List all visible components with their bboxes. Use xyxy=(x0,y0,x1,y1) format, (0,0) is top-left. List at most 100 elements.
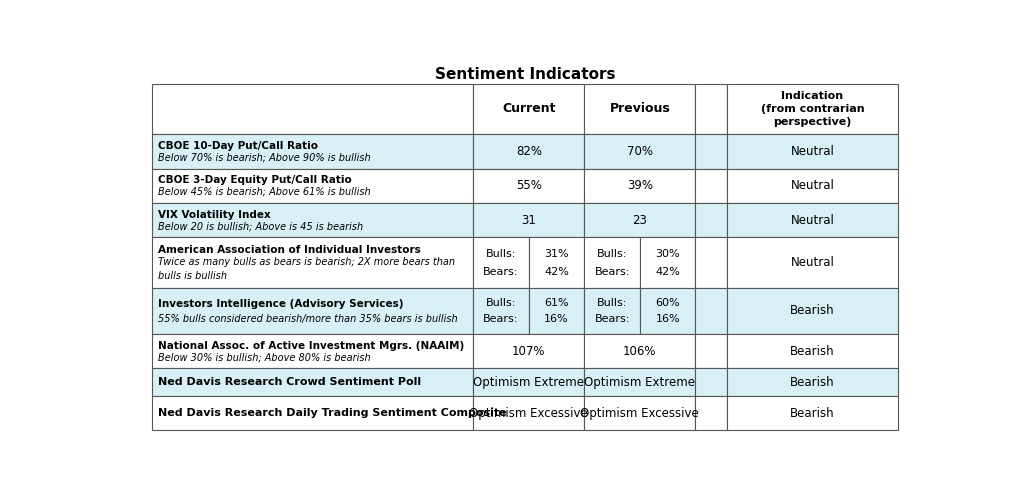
Bar xyxy=(695,169,727,203)
Bar xyxy=(152,238,473,288)
Text: 70%: 70% xyxy=(627,145,653,158)
Text: 16%: 16% xyxy=(544,314,569,324)
Text: Twice as many bulls as bears is bearish; 2X more bears than: Twice as many bulls as bears is bearish;… xyxy=(158,257,455,267)
Bar xyxy=(585,238,640,288)
Bar xyxy=(695,288,727,334)
Text: 107%: 107% xyxy=(512,344,546,358)
Text: Below 45% is bearish; Above 61% is bullish: Below 45% is bearish; Above 61% is bulli… xyxy=(158,187,371,197)
Text: CBOE 10-Day Put/Call Ratio: CBOE 10-Day Put/Call Ratio xyxy=(158,141,318,151)
Text: Below 70% is bearish; Above 90% is bullish: Below 70% is bearish; Above 90% is bulli… xyxy=(158,153,371,162)
Bar xyxy=(473,84,585,134)
Text: 55% bulls considered bearish/more than 35% bears is bullish: 55% bulls considered bearish/more than 3… xyxy=(158,314,458,324)
Bar xyxy=(473,238,528,288)
Bar xyxy=(473,288,528,334)
Bar xyxy=(727,84,898,134)
Bar xyxy=(695,238,727,288)
Text: 42%: 42% xyxy=(544,267,569,277)
Bar xyxy=(727,169,898,203)
Bar xyxy=(727,203,898,238)
Text: CBOE 3-Day Equity Put/Call Ratio: CBOE 3-Day Equity Put/Call Ratio xyxy=(158,175,352,185)
Text: 60%: 60% xyxy=(655,298,680,308)
Text: 39%: 39% xyxy=(627,179,653,192)
Bar xyxy=(585,396,695,430)
Text: Neutral: Neutral xyxy=(791,256,835,269)
Text: Bulls:: Bulls: xyxy=(597,298,628,308)
Text: Bulls:: Bulls: xyxy=(597,248,628,259)
Bar xyxy=(695,84,727,134)
Text: Neutral: Neutral xyxy=(791,145,835,158)
Text: Neutral: Neutral xyxy=(791,214,835,227)
Text: 31%: 31% xyxy=(544,248,569,259)
Text: Optimism Excessive: Optimism Excessive xyxy=(581,406,699,420)
Bar xyxy=(695,203,727,238)
Text: Ned Davis Research Daily Trading Sentiment Composite: Ned Davis Research Daily Trading Sentime… xyxy=(158,408,507,418)
Text: Bearish: Bearish xyxy=(791,344,835,358)
Text: Optimism Extreme: Optimism Extreme xyxy=(473,375,585,389)
Text: VIX Volatility Index: VIX Volatility Index xyxy=(158,210,271,220)
Bar xyxy=(152,369,473,396)
Bar xyxy=(695,134,727,169)
Bar xyxy=(152,288,473,334)
Bar xyxy=(585,288,640,334)
Bar xyxy=(585,84,695,134)
Bar xyxy=(152,169,473,203)
Bar xyxy=(727,369,898,396)
Bar xyxy=(528,288,585,334)
Bar xyxy=(473,134,585,169)
Bar xyxy=(473,169,585,203)
Bar xyxy=(528,238,585,288)
Text: Current: Current xyxy=(502,102,555,116)
Bar xyxy=(473,369,585,396)
Text: Optimism Excessive: Optimism Excessive xyxy=(469,406,588,420)
Text: Previous: Previous xyxy=(609,102,671,116)
Bar xyxy=(695,396,727,430)
Text: Bears:: Bears: xyxy=(594,267,630,277)
Bar xyxy=(695,369,727,396)
Text: Neutral: Neutral xyxy=(791,179,835,192)
Bar xyxy=(585,203,695,238)
Text: 82%: 82% xyxy=(516,145,542,158)
Bar xyxy=(585,369,695,396)
Text: Bearish: Bearish xyxy=(791,305,835,317)
Bar xyxy=(727,238,898,288)
Text: 55%: 55% xyxy=(516,179,542,192)
Bar xyxy=(640,238,695,288)
Bar xyxy=(695,334,727,369)
Bar xyxy=(152,203,473,238)
Text: Bears:: Bears: xyxy=(483,267,519,277)
Bar xyxy=(640,288,695,334)
Bar xyxy=(152,84,473,134)
Bar xyxy=(727,334,898,369)
Bar xyxy=(585,169,695,203)
Text: 31: 31 xyxy=(521,214,537,227)
Text: Below 20 is bullish; Above is 45 is bearish: Below 20 is bullish; Above is 45 is bear… xyxy=(158,221,364,231)
Text: bulls is bullish: bulls is bullish xyxy=(158,271,227,281)
Text: 30%: 30% xyxy=(655,248,680,259)
Bar xyxy=(585,134,695,169)
Text: Indication
(from contrarian
perspective): Indication (from contrarian perspective) xyxy=(761,91,864,127)
Bar xyxy=(152,334,473,369)
Text: Investors Intelligence (Advisory Services): Investors Intelligence (Advisory Service… xyxy=(158,299,403,308)
Bar xyxy=(473,334,585,369)
Bar xyxy=(585,334,695,369)
Text: 106%: 106% xyxy=(624,344,656,358)
Text: 16%: 16% xyxy=(655,314,680,324)
Bar xyxy=(727,396,898,430)
Text: 61%: 61% xyxy=(544,298,569,308)
Text: Bears:: Bears: xyxy=(594,314,630,324)
Text: Bearish: Bearish xyxy=(791,375,835,389)
Text: Bears:: Bears: xyxy=(483,314,519,324)
Text: Bulls:: Bulls: xyxy=(485,298,516,308)
Text: American Association of Individual Investors: American Association of Individual Inves… xyxy=(158,245,421,254)
Text: Bulls:: Bulls: xyxy=(485,248,516,259)
Text: Ned Davis Research Crowd Sentiment Poll: Ned Davis Research Crowd Sentiment Poll xyxy=(158,377,421,387)
Text: Below 30% is bullish; Above 80% is bearish: Below 30% is bullish; Above 80% is beari… xyxy=(158,352,371,362)
Text: Sentiment Indicators: Sentiment Indicators xyxy=(434,67,615,82)
Bar xyxy=(473,396,585,430)
Text: National Assoc. of Active Investment Mgrs. (NAAIM): National Assoc. of Active Investment Mgr… xyxy=(158,340,465,351)
Text: 42%: 42% xyxy=(655,267,680,277)
Text: Bearish: Bearish xyxy=(791,406,835,420)
Text: 23: 23 xyxy=(633,214,647,227)
Bar xyxy=(727,134,898,169)
Bar xyxy=(152,134,473,169)
